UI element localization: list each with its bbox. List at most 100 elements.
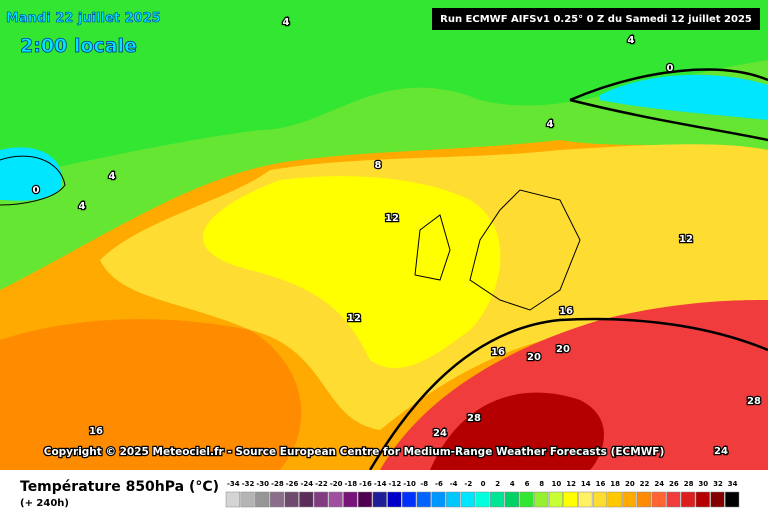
scale-label: -34 xyxy=(227,480,240,488)
scale-label: -28 xyxy=(271,480,284,488)
contour-label: 0 xyxy=(33,185,40,196)
color-swatch xyxy=(313,491,329,508)
scale-label: 10 xyxy=(552,480,562,488)
scale-label: -16 xyxy=(359,480,372,488)
scale-label: 26 xyxy=(669,480,679,488)
color-scale: -34 -32 -30 -28 -26 -24 -22 -20 -18 -16 -14 -12 -10-… xyxy=(225,480,740,508)
scale-label: -14 xyxy=(374,480,387,488)
scale-label: 0 xyxy=(481,480,486,488)
contour-label: 16 xyxy=(491,347,505,358)
contour-label: 20 xyxy=(527,352,541,363)
color-swatch xyxy=(504,491,519,508)
scale-label: 16 xyxy=(596,480,606,488)
color-swatch xyxy=(357,491,373,508)
footer-title: Température 850hPa (°C) xyxy=(20,479,219,495)
scale-label: 8 xyxy=(539,480,544,488)
scale-label: 2 xyxy=(495,480,500,488)
scale-label: -8 xyxy=(420,480,428,488)
color-swatch xyxy=(592,491,608,508)
scale-label: -18 xyxy=(345,480,358,488)
scale-label: -12 xyxy=(389,480,402,488)
contour-label: 4 xyxy=(79,201,86,212)
contour-label: 8 xyxy=(375,160,382,171)
scale-label: 12 xyxy=(566,480,576,488)
map-time: 2:00 locale xyxy=(20,35,137,57)
contour-label: 16 xyxy=(89,426,103,437)
scale-label: -4 xyxy=(450,480,458,488)
color-swatch xyxy=(563,491,578,508)
color-swatch xyxy=(666,491,681,508)
color-swatch xyxy=(460,491,475,508)
color-swatch xyxy=(255,491,270,508)
contour-label: 12 xyxy=(385,213,399,224)
scale-label: 32 xyxy=(713,480,723,488)
color-swatch xyxy=(636,491,652,508)
contour-label: 4 xyxy=(283,17,290,28)
scale-label: -2 xyxy=(464,480,472,488)
color-swatch xyxy=(519,491,534,508)
map-date: Mandi 22 juillet 2025 xyxy=(6,11,161,26)
color-swatch xyxy=(225,491,240,508)
color-swatch xyxy=(548,491,564,508)
scale-label: -30 xyxy=(256,480,269,488)
color-swatch xyxy=(372,491,387,508)
contour-label: 16 xyxy=(559,306,573,317)
color-swatch xyxy=(431,491,446,508)
color-swatch xyxy=(299,491,314,508)
color-swatch xyxy=(401,491,417,508)
color-swatch xyxy=(534,491,549,508)
contour-label: 4 xyxy=(628,35,635,46)
scale-label: -32 xyxy=(242,480,255,488)
color-swatch xyxy=(284,491,299,508)
run-box xyxy=(432,8,760,30)
color-swatch xyxy=(490,491,505,508)
scale-label: 24 xyxy=(654,480,664,488)
contour-label: 24 xyxy=(714,446,728,457)
contour-label: 4 xyxy=(109,171,116,182)
scale-label: 14 xyxy=(581,480,591,488)
contour-label: 0 xyxy=(667,63,674,74)
color-swatch xyxy=(695,491,710,508)
color-swatch xyxy=(475,491,490,508)
scale-label: 20 xyxy=(625,480,635,488)
scale-label: 22 xyxy=(640,480,650,488)
contour-label: 28 xyxy=(467,413,481,424)
scale-label: -10 xyxy=(403,480,416,488)
run-info: Run ECMWF AIFSv1 0.25° 0 Z du Samedi 12 … xyxy=(440,14,752,25)
color-swatch xyxy=(651,491,666,508)
scale-label: 28 xyxy=(684,480,694,488)
contour-labels: 4 4 0 4 8 12 12 0 4 4 12 16 16 20 20 28 24 28 24 16 xyxy=(31,16,762,459)
color-swatch xyxy=(681,491,696,508)
map xyxy=(0,0,768,471)
scale-label: 34 xyxy=(728,480,738,488)
contour-label: 12 xyxy=(679,234,693,245)
scale-label: 6 xyxy=(525,480,530,488)
scale-label: -20 xyxy=(330,480,343,488)
color-swatch xyxy=(607,491,622,508)
color-swatch xyxy=(343,491,358,508)
color-swatch xyxy=(622,491,637,508)
color-swatch xyxy=(578,491,593,508)
color-swatch xyxy=(387,491,402,508)
scale-label: -6 xyxy=(435,480,443,488)
color-swatch xyxy=(328,491,343,508)
contour-label: 4 xyxy=(547,119,554,130)
color-swatch xyxy=(446,491,461,508)
scale-label: -26 xyxy=(286,480,299,488)
footer-lead: (+ 240h) xyxy=(20,498,69,509)
color-swatch xyxy=(710,491,725,508)
contour-label: 20 xyxy=(556,344,570,355)
scale-label: 18 xyxy=(610,480,620,488)
color-swatch xyxy=(240,491,255,508)
copyright: Copyright © 2025 Meteociel.fr - Source E… xyxy=(44,446,665,458)
scale-label: 4 xyxy=(510,480,515,488)
scale-label: -22 xyxy=(315,480,328,488)
color-swatch xyxy=(269,491,284,508)
color-swatch xyxy=(725,491,740,508)
contour-label: 28 xyxy=(747,396,761,407)
contour-label: 12 xyxy=(347,313,361,324)
color-swatch xyxy=(416,491,431,508)
scale-label: 30 xyxy=(698,480,708,488)
scale-label: -24 xyxy=(300,480,313,488)
